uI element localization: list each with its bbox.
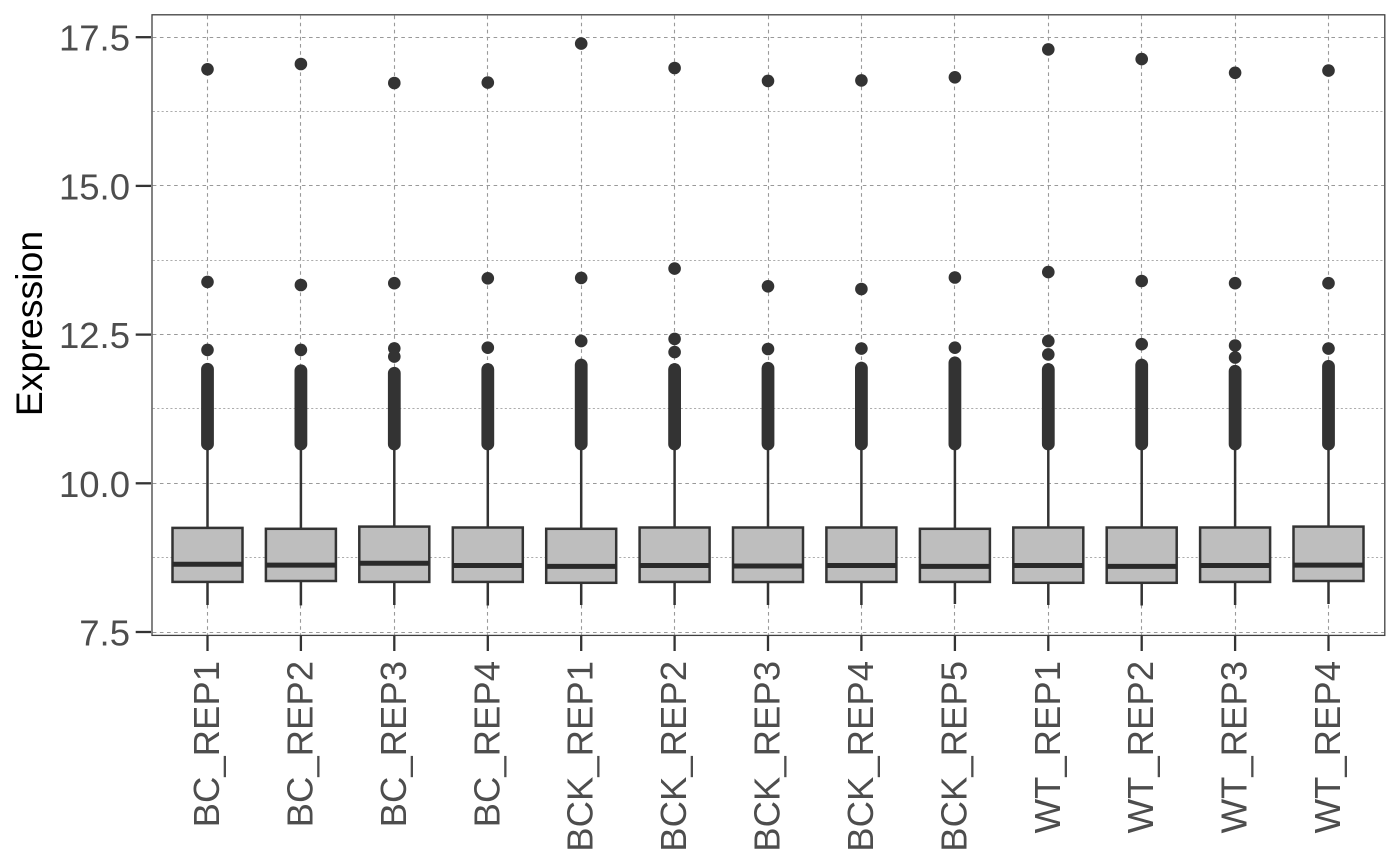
svg-text:Expression: Expression xyxy=(8,231,50,417)
svg-text:WT_REP4: WT_REP4 xyxy=(1307,661,1348,833)
svg-text:7.5: 7.5 xyxy=(79,613,130,654)
svg-text:BCK_REP1: BCK_REP1 xyxy=(560,661,601,852)
svg-text:WT_REP2: WT_REP2 xyxy=(1120,661,1161,833)
svg-text:WT_REP3: WT_REP3 xyxy=(1214,661,1255,833)
svg-text:BCK_REP2: BCK_REP2 xyxy=(653,661,694,852)
svg-text:BC_REP2: BC_REP2 xyxy=(279,661,320,827)
svg-text:BCK_REP4: BCK_REP4 xyxy=(840,661,881,852)
svg-text:12.5: 12.5 xyxy=(59,315,130,356)
svg-text:BC_REP1: BC_REP1 xyxy=(186,661,227,827)
svg-text:BC_REP4: BC_REP4 xyxy=(466,661,507,827)
svg-text:10.0: 10.0 xyxy=(59,464,130,505)
svg-text:BC_REP3: BC_REP3 xyxy=(373,661,414,827)
svg-text:15.0: 15.0 xyxy=(59,166,130,207)
svg-text:BCK_REP3: BCK_REP3 xyxy=(747,661,788,852)
svg-text:17.5: 17.5 xyxy=(59,18,130,59)
svg-text:BCK_REP5: BCK_REP5 xyxy=(933,661,974,852)
svg-text:WT_REP1: WT_REP1 xyxy=(1027,661,1068,833)
